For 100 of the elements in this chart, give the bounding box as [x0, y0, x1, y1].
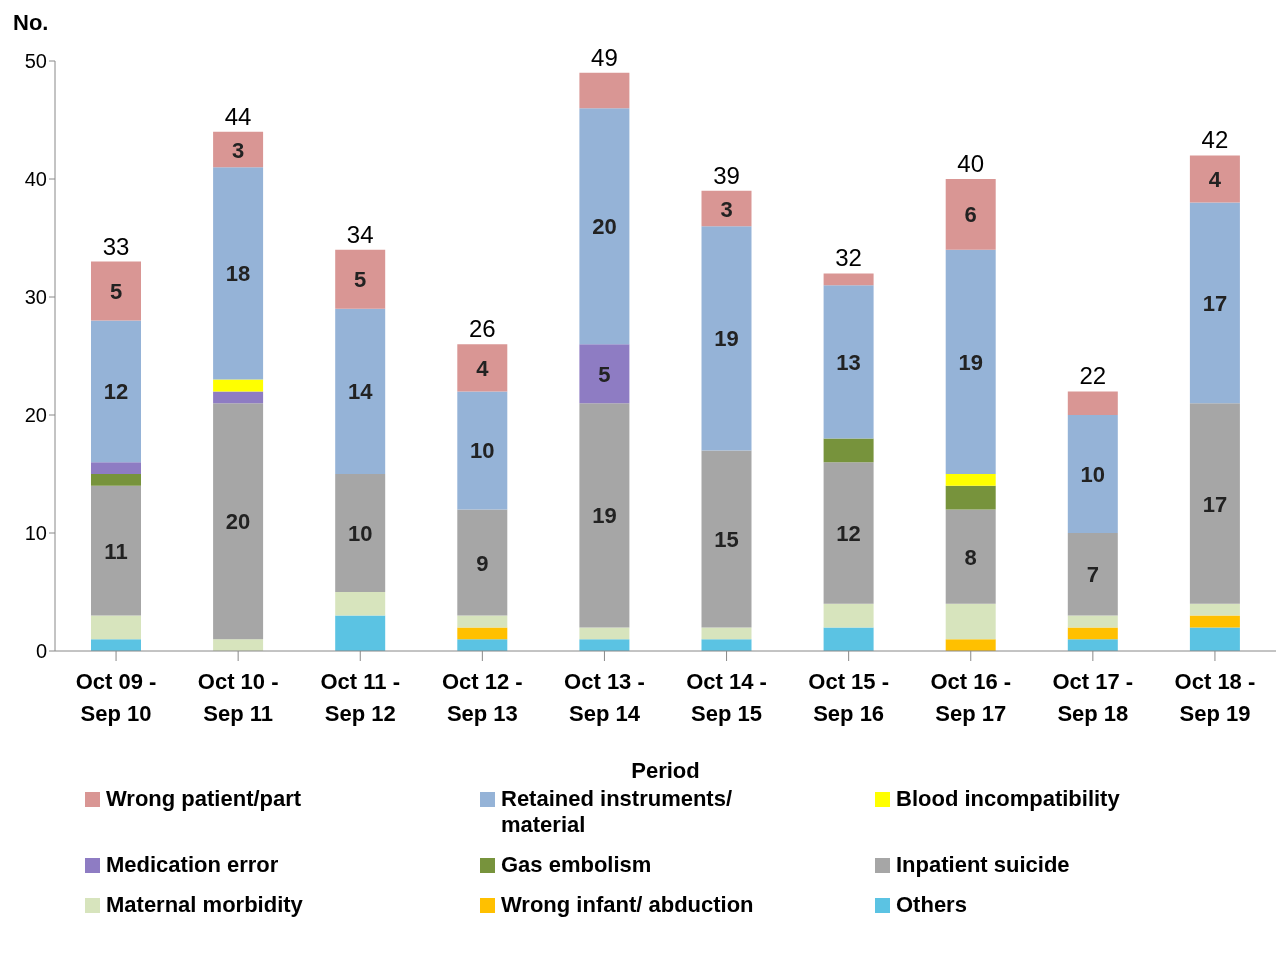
data-label: 8 [964, 544, 977, 570]
data-label: 12 [836, 521, 861, 546]
bar [945, 639, 996, 651]
data-label: 10 [347, 521, 373, 546]
bar [701, 226, 752, 451]
x-tick-label: Oct 17 - Sep 18 [1052, 669, 1134, 726]
total-label: 49 [591, 43, 618, 71]
total-label: 40 [957, 150, 985, 177]
bar [823, 273, 874, 286]
x-tick-label: Oct 18 - Sep 19 [1174, 669, 1256, 726]
legend-label: Maternal morbidity [106, 892, 303, 918]
legend-label: Inpatient suicide [896, 852, 1070, 878]
data-label: 13 [836, 349, 861, 375]
total-label: 39 [713, 161, 740, 189]
legend-label: Wrong patient/part [106, 786, 302, 812]
bar [579, 627, 630, 640]
x-tick-label: Oct 09 - Sep 10 [75, 669, 157, 726]
x-tick-label: Oct 14 - Sep 15 [686, 669, 767, 726]
y-tick-label: 10 [24, 522, 47, 545]
y-tick-label: 20 [24, 404, 47, 427]
total-label: 22 [1079, 362, 1107, 390]
bar [1189, 615, 1240, 628]
legend-label: Others [896, 892, 967, 918]
x-tick-label: Oct 12 - Sep 13 [442, 669, 523, 726]
bar [579, 639, 630, 651]
bar [213, 391, 264, 404]
bar [335, 592, 386, 616]
data-label: 6 [964, 202, 977, 228]
data-label: 19 [714, 326, 739, 352]
total-label: 32 [835, 244, 862, 272]
data-label: 10 [1080, 462, 1106, 487]
bar [335, 308, 386, 474]
bar [1189, 202, 1240, 404]
bar [335, 615, 386, 651]
bar [823, 603, 874, 628]
bar [457, 344, 508, 392]
bar [91, 320, 141, 463]
data-label: 5 [598, 361, 611, 387]
x-axis-title: Period [631, 758, 700, 783]
bar [91, 639, 141, 651]
data-label: 4 [1208, 167, 1222, 192]
y-tick-label: 0 [35, 640, 47, 663]
bar [945, 249, 996, 474]
data-label: 12 [103, 379, 129, 405]
data-label: 19 [592, 503, 617, 529]
bar [945, 474, 996, 486]
bar [1067, 391, 1118, 415]
bar [579, 344, 630, 404]
total-label: 44 [224, 102, 252, 130]
data-label: 17 [1202, 290, 1228, 316]
bar [91, 474, 141, 486]
data-label: 3 [720, 196, 733, 222]
bar [457, 391, 508, 510]
bar [213, 379, 264, 392]
bar [1067, 615, 1118, 628]
bar [945, 603, 996, 640]
data-label: 20 [592, 214, 617, 240]
data-label: 20 [225, 509, 251, 535]
bar [91, 462, 141, 474]
bar [335, 474, 386, 592]
x-tick-label: Oct 16 - Sep 17 [930, 669, 1012, 726]
bar [701, 190, 752, 227]
legend-label: Wrong infant/ abduction [501, 892, 754, 918]
data-label: 4 [476, 355, 490, 381]
bar [1067, 415, 1118, 533]
bar [579, 108, 630, 345]
legend-label: Retained instruments/ material [501, 786, 734, 838]
bar [457, 639, 508, 651]
total-label: 34 [346, 220, 374, 248]
data-label: 5 [109, 279, 123, 305]
bar [579, 403, 630, 628]
bar [213, 403, 264, 640]
x-tick-label: Oct 13 - Sep 14 [564, 669, 645, 726]
data-label: 11 [104, 538, 128, 564]
y-tick-label: 40 [24, 168, 47, 191]
total-label: 42 [1201, 126, 1229, 154]
y-tick-label: 50 [24, 50, 47, 73]
bar [945, 509, 996, 604]
data-label: 14 [347, 379, 374, 405]
bar [945, 485, 996, 510]
x-tick-label: Oct 11 - Sep 12 [320, 669, 400, 726]
bar [91, 485, 141, 616]
bar [1189, 155, 1240, 203]
x-tick-label: Oct 15 - Sep 16 [808, 669, 889, 726]
bar [91, 261, 141, 321]
total-label: 33 [102, 232, 130, 260]
bar [1189, 403, 1240, 604]
bar [945, 179, 996, 250]
bar [213, 167, 264, 380]
bar [579, 72, 630, 109]
bar [701, 639, 752, 651]
bar [457, 627, 508, 640]
data-label: 9 [476, 550, 489, 576]
bar [823, 285, 874, 439]
bar [213, 639, 264, 651]
bar [701, 450, 752, 628]
bar [701, 627, 752, 640]
bar [823, 627, 874, 651]
total-label: 26 [468, 315, 496, 343]
bar [1189, 603, 1240, 616]
